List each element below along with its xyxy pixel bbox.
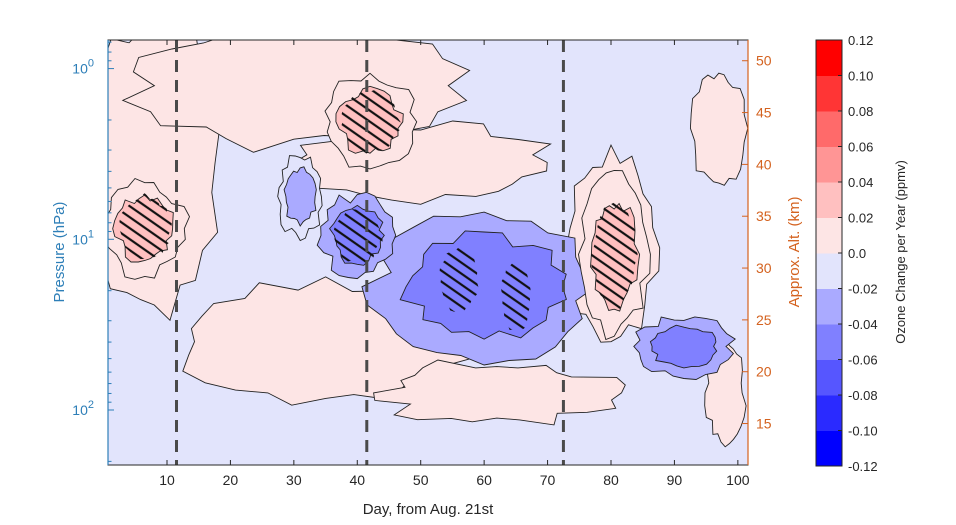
tick-base: 10: [72, 61, 88, 77]
x-tick-label: 90: [667, 472, 683, 488]
y-right-tick-label: 40: [756, 156, 772, 172]
x-tick-label: 20: [223, 472, 239, 488]
significance-hatch-negative-core-day-57: [439, 247, 479, 314]
significance-hatch-positive-anomaly-day-80: [591, 202, 638, 311]
significance-hatch-positive-anomaly-lower-strat-early: [119, 192, 172, 261]
x-tick-label: 70: [540, 472, 556, 488]
x-tick-label: 50: [413, 472, 429, 488]
colorbar-tick-label: 0.06: [848, 140, 873, 155]
colorbar-segment: [816, 359, 842, 396]
colorbar-tick-label: -0.06: [848, 353, 878, 368]
colorbar-segment: [816, 253, 842, 289]
colorbar-segment: [816, 324, 842, 360]
y-right-tick-label: 30: [756, 260, 772, 276]
colorbar: 0.12 0.10 0.08 0.06 0.04 0.02 0.0 -0.02 -0.04 -0.…: [815, 33, 878, 474]
significance-hatch-negative-anomaly-day-42: [333, 208, 383, 265]
colorbar-tick-label: -0.10: [848, 424, 878, 439]
x-tick-label: 80: [603, 472, 619, 488]
x-tick-label: 30: [286, 472, 302, 488]
colorbar-tick-label: -0.08: [848, 388, 878, 403]
colorbar-segment: [816, 182, 842, 218]
x-axis-label: Day, from Aug. 21st: [363, 501, 494, 518]
colorbar-segment: [816, 111, 842, 147]
y-right-tick-label: 15: [756, 416, 772, 432]
significance-hatch-negative-core-day-65: [501, 259, 531, 333]
colorbar-segment: [816, 288, 842, 325]
x-tick-label: 100: [726, 472, 750, 488]
x-tick-label: 10: [159, 472, 175, 488]
y-axis-left-label: Pressure (hPa): [51, 202, 68, 303]
colorbar-tick-label: -0.02: [848, 282, 878, 297]
colorbar-tick-label: 0.10: [848, 69, 873, 84]
y-right-tick-label: 25: [756, 312, 772, 328]
colorbar-segment: [816, 40, 842, 76]
plot-area: [108, 40, 748, 465]
tick-exponent: 0: [88, 58, 94, 70]
contour-negative-anomaly-day-90: [649, 324, 718, 369]
colorbar-segment: [816, 217, 842, 254]
tick-exponent: 1: [88, 228, 94, 240]
tick-base: 10: [72, 402, 88, 418]
tick-base: 10: [72, 231, 88, 247]
y-axis-right-label: Approx. Alt. (km): [786, 197, 803, 308]
colorbar-segment: [816, 430, 842, 467]
contour-negative-anomaly-day-32: [283, 166, 317, 227]
significance-hatch-positive-anomaly-upper-strat: [340, 89, 401, 156]
colorbar-segment: [816, 395, 842, 431]
y-left-tick-label: 102: [72, 399, 94, 418]
x-tick-label: 40: [349, 472, 365, 488]
y-right-tick-label: 35: [756, 208, 772, 224]
y-right-tick-label: 50: [756, 53, 772, 69]
colorbar-tick-label: -0.04: [848, 317, 878, 332]
colorbar-tick-label: 0.08: [848, 104, 873, 119]
colorbar-tick-label: 0.02: [848, 211, 873, 226]
y-left-tick-label: 101: [72, 228, 94, 247]
y-right-tick-label: 20: [756, 364, 772, 380]
colorbar-segment: [816, 146, 842, 183]
y-left-tick-label: 100: [72, 58, 94, 77]
colorbar-label: Ozone Change per Year (ppmv): [893, 160, 908, 344]
tick-exponent: 2: [88, 399, 94, 411]
colorbar-tick-label: 0.04: [848, 175, 873, 190]
colorbar-segment: [816, 75, 842, 112]
colorbar-tick-label: -0.12: [848, 459, 878, 474]
x-tick-label: 60: [476, 472, 492, 488]
colorbar-tick-label: 0.12: [848, 33, 873, 48]
y-right-tick-label: 45: [756, 105, 772, 121]
colorbar-tick-label: 0.0: [848, 246, 866, 261]
contour-band-positive: [689, 72, 748, 186]
